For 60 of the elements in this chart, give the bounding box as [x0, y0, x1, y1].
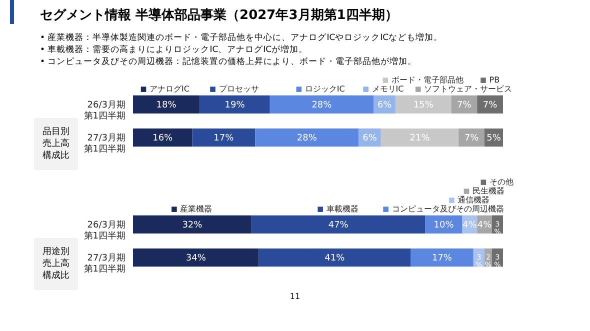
- bar: [451, 95, 478, 114]
- bar: [255, 128, 359, 147]
- data-label: 7%: [457, 100, 472, 110]
- data-label: 47%: [328, 220, 349, 230]
- legend-label: ロジックIC: [304, 84, 346, 94]
- bar: [192, 128, 256, 147]
- data-label: 10%: [434, 220, 454, 230]
- legend-label: ソフトウェア・サービス: [424, 84, 512, 94]
- data-label: 5%: [486, 134, 502, 144]
- bar: [133, 95, 200, 114]
- bar: [200, 95, 270, 114]
- bar: [251, 215, 426, 234]
- legend-label: 民生機器: [472, 186, 504, 196]
- data-label: 6%: [377, 100, 392, 110]
- data-label: 19%: [224, 100, 246, 110]
- legend-label: ボード・電子部品他: [391, 75, 464, 84]
- bar: [258, 248, 410, 267]
- legend-label: その他: [489, 177, 514, 186]
- y-tick-label: 27/3月期第1四半期: [84, 252, 126, 275]
- text: • 車載機器：需要の高まりによりロジックIC、アナログICが増加。: [40, 44, 309, 56]
- legend-label: 産業機器: [180, 204, 212, 214]
- data-label: 17%: [214, 134, 234, 144]
- bar: [270, 95, 374, 114]
- y-tick-label: 26/3月期第1四半期: [84, 219, 126, 242]
- bar: [477, 95, 503, 114]
- bar: [133, 248, 259, 267]
- y-axis-title: 用途別売上高構成比: [34, 238, 78, 290]
- data-label: 7%: [482, 100, 498, 110]
- legend-label: プロセッサ: [218, 84, 259, 94]
- data-label: 28%: [296, 134, 318, 144]
- data-label: 4%: [477, 220, 492, 230]
- legend-label: 通信機器: [458, 195, 490, 204]
- bar: [396, 95, 452, 114]
- y-tick-label: 26/3月期第1四半期: [84, 99, 126, 122]
- y-axis-title: 品目別売上高構成比: [34, 118, 78, 170]
- y-tick-label: 27/3月期第1四半期: [84, 132, 126, 155]
- text: 11: [288, 292, 302, 301]
- legend-label: メモリIC: [372, 84, 404, 94]
- legend-label: 車載機器: [326, 204, 358, 214]
- bar: [133, 215, 252, 234]
- data-label: 16%: [152, 134, 174, 144]
- legend-label: アナログIC: [150, 84, 190, 94]
- bar: [133, 128, 192, 147]
- data-label: 7%: [464, 134, 480, 144]
- data-label: 6%: [362, 134, 378, 144]
- bar: [458, 128, 484, 147]
- legend-label: PB: [489, 75, 500, 84]
- chart-title: セグメント情報 半導体部品事業（2027年3月期第1四半期）: [10, 0, 590, 24]
- legend-label: コンピュータ及びその周辺機器: [392, 204, 504, 214]
- data-label: 34%: [186, 254, 206, 264]
- bar: [410, 248, 474, 267]
- data-label: 18%: [156, 100, 177, 110]
- data-label: 17%: [432, 254, 452, 264]
- data-label: 4%: [462, 220, 478, 230]
- text: • 産業機器：半導体製造関連のボード・電子部品他を中心に、アナログICやロジックICなども増加。: [40, 32, 444, 44]
- data-label: 32%: [182, 220, 203, 230]
- data-label: 41%: [324, 254, 346, 264]
- text: • コンピュータ及びその周辺機器：記憶装置の価格上昇により、ボード・電子部品他が増加。: [40, 56, 418, 68]
- data-label: 28%: [312, 100, 332, 110]
- bar: [380, 128, 459, 147]
